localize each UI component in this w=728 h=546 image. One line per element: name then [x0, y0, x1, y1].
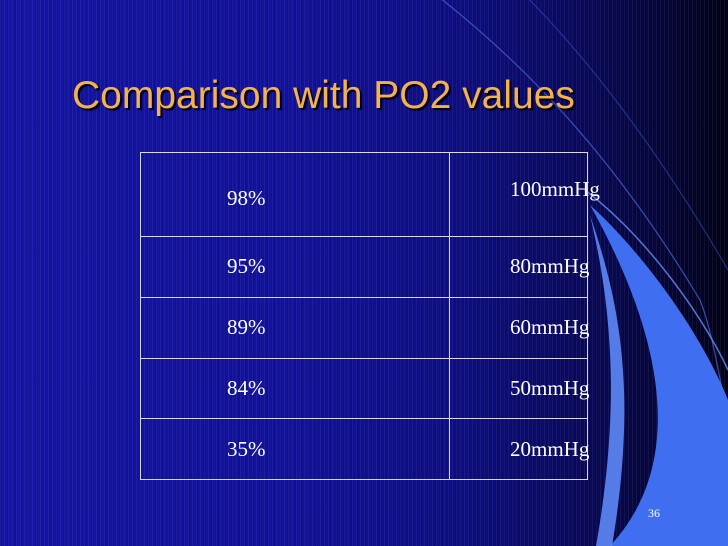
- po2-cell: 20mmHg: [449, 418, 589, 480]
- slide-number: 36: [648, 506, 660, 520]
- saturation-cell: 84%: [140, 357, 450, 420]
- slide-title: Comparison with PO2 values: [72, 74, 575, 117]
- saturation-cell: 95%: [140, 236, 450, 298]
- decor-arc-inner: [584, 189, 728, 371]
- decor-arc-outer: [529, 0, 728, 271]
- table-row: 35% 20mmHg: [140, 418, 589, 480]
- decor-swoosh-small: [590, 215, 625, 546]
- decor-arc-thin: [441, 0, 728, 421]
- po2-cell: 50mmHg: [449, 357, 589, 420]
- decor-swoosh-large: [590, 205, 728, 546]
- po2-cell: 100mmHg: [449, 151, 600, 238]
- po2-cell: 80mmHg: [449, 236, 589, 298]
- saturation-cell: 98%: [140, 151, 450, 238]
- table-row: 89% 60mmHg: [140, 296, 589, 359]
- table-row: 98% 100mmHg: [140, 151, 600, 238]
- table-row: 84% 50mmHg: [140, 357, 589, 420]
- saturation-cell: 35%: [140, 418, 450, 480]
- saturation-cell: 89%: [140, 296, 450, 359]
- po2-cell: 60mmHg: [449, 296, 589, 359]
- table-row: 95% 80mmHg: [140, 236, 589, 298]
- po2-comparison-table: 98% 100mmHg 95% 80mmHg 89% 60mmHg 84% 50…: [140, 151, 600, 480]
